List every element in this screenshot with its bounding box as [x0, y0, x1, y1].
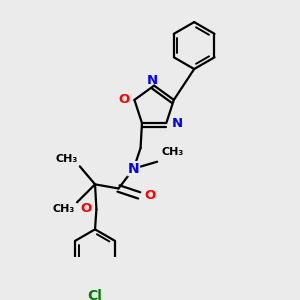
Text: N: N [147, 74, 158, 87]
Text: O: O [144, 189, 155, 202]
Text: N: N [128, 162, 140, 176]
Text: O: O [119, 93, 130, 106]
Text: CH₃: CH₃ [56, 154, 78, 164]
Text: Cl: Cl [88, 289, 103, 300]
Text: CH₃: CH₃ [52, 205, 75, 214]
Text: CH₃: CH₃ [162, 147, 184, 157]
Text: N: N [172, 117, 183, 130]
Text: O: O [80, 202, 92, 215]
